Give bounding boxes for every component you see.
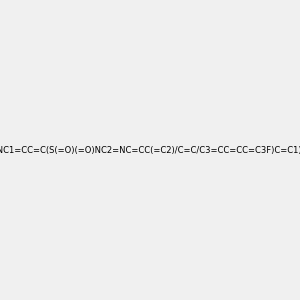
Text: O=C(NC1=CC=C(S(=O)(=O)NC2=NC=CC(=C2)/C=C/C3=CC=CC=C3F)C=C1)C(C)C: O=C(NC1=CC=C(S(=O)(=O)NC2=NC=CC(=C2)/C=C… bbox=[0, 146, 300, 154]
